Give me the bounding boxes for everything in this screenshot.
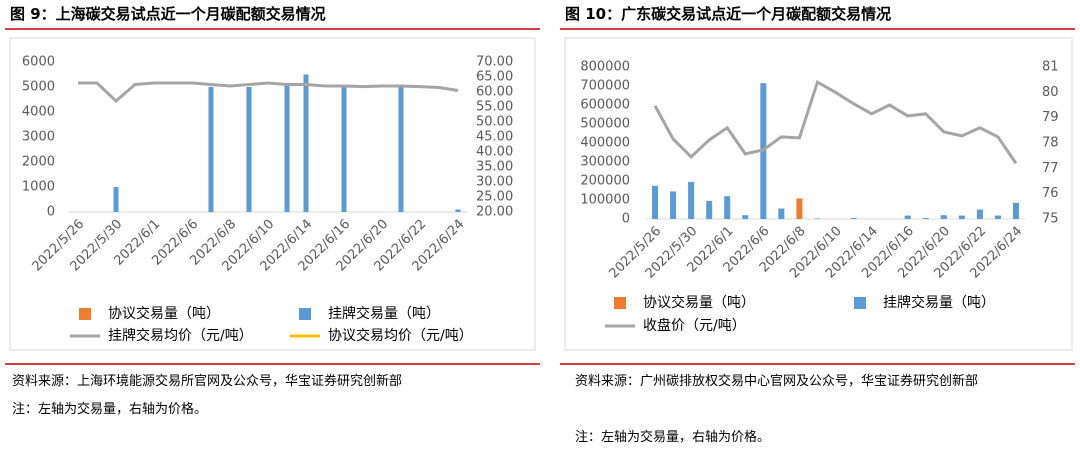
bar	[688, 181, 695, 219]
legend-label: 挂牌交易量（吨）	[328, 305, 440, 322]
y2-tick-label: 80	[1042, 85, 1059, 100]
y2-tick-label: 25.00	[476, 190, 513, 205]
bar	[814, 218, 821, 219]
bar	[742, 215, 749, 219]
legend-label: 协议交易量（吨）	[108, 305, 220, 322]
y-tick-label: 0	[622, 212, 630, 227]
bar	[284, 84, 290, 212]
legend-marker	[299, 308, 311, 320]
y2-tick-label: 55.00	[476, 100, 513, 115]
bar	[976, 209, 983, 219]
bar	[778, 208, 785, 219]
legend-label: 收盘价（元/吨）	[643, 317, 746, 334]
y-tick-label: 0	[47, 205, 55, 220]
bar	[922, 218, 929, 219]
source: 资料来源：上海环境能源交易所官网及公众号，华宝证券研究创新部	[12, 374, 403, 389]
legend-marker	[614, 297, 626, 309]
bar	[940, 215, 947, 219]
bar	[246, 87, 252, 212]
y2-tick-label: 35.00	[476, 160, 513, 175]
bar	[398, 87, 404, 212]
y2-tick-label: 76	[1042, 186, 1059, 201]
y-tick-label: 100000	[580, 193, 630, 208]
source: 资料来源：广州碳排放权交易中心官网及公众号，华宝证券研究创新部	[575, 374, 979, 389]
bar	[958, 215, 965, 219]
y2-tick-label: 75	[1042, 212, 1059, 227]
legend-label: 挂牌交易均价（元/吨）	[108, 327, 253, 344]
line	[78, 81, 459, 104]
note: 注：左轴为交易量，右轴为价格。	[12, 402, 208, 417]
frame	[564, 37, 1073, 351]
bar	[1012, 202, 1019, 219]
y2-tick-label: 50.00	[476, 115, 513, 130]
y-tick-label: 3000	[22, 130, 55, 145]
bar	[796, 198, 803, 219]
y-tick-label: 700000	[580, 79, 630, 94]
note: 注：左轴为交易量，右轴为价格。	[575, 430, 771, 445]
y-tick-label: 2000	[22, 155, 55, 170]
bar	[706, 200, 713, 219]
y-tick-label: 5000	[22, 80, 55, 95]
chart-title: 图 10：广东碳交易试点近一个月碳配额交易情况	[565, 5, 892, 23]
y-tick-label: 500000	[580, 117, 630, 132]
y-tick-label: 200000	[580, 174, 630, 189]
line	[653, 79, 1018, 165]
y-tick-label: 800000	[580, 60, 630, 75]
legend-label: 协议交易量（吨）	[643, 294, 755, 311]
y2-tick-label: 81	[1042, 60, 1059, 75]
bar	[303, 74, 309, 212]
legend-marker	[79, 308, 91, 320]
bar	[652, 185, 659, 219]
y-tick-label: 6000	[22, 55, 55, 70]
y-tick-label: 4000	[22, 105, 55, 120]
bar	[208, 87, 214, 212]
bar	[724, 196, 731, 219]
bar	[455, 209, 461, 212]
bar	[994, 215, 1001, 219]
y2-tick-label: 60.00	[476, 85, 513, 100]
bar	[670, 191, 677, 219]
y2-tick-label: 20.00	[476, 205, 513, 220]
bar	[904, 215, 911, 219]
y2-tick-label: 70.00	[476, 55, 513, 70]
legend-marker	[854, 297, 866, 309]
y2-tick-label: 79	[1042, 110, 1059, 125]
frame	[9, 37, 536, 351]
legend-label: 挂牌交易量（吨）	[883, 294, 995, 311]
y2-tick-label: 30.00	[476, 175, 513, 190]
y2-tick-label: 45.00	[476, 130, 513, 145]
legend-label: 协议交易均价（元/吨）	[328, 327, 473, 344]
y-tick-label: 400000	[580, 136, 630, 151]
y2-tick-label: 40.00	[476, 145, 513, 160]
y2-tick-label: 77	[1042, 161, 1059, 176]
y-tick-label: 1000	[22, 180, 55, 195]
chart-title: 图 9：上海碳交易试点近一个月碳配额交易情况	[10, 5, 326, 23]
bar	[341, 87, 347, 212]
y2-tick-label: 65.00	[476, 70, 513, 85]
y2-tick-label: 78	[1042, 136, 1059, 151]
bar	[113, 187, 119, 212]
bar	[850, 218, 857, 219]
y-tick-label: 300000	[580, 155, 630, 170]
y-tick-label: 600000	[580, 98, 630, 113]
